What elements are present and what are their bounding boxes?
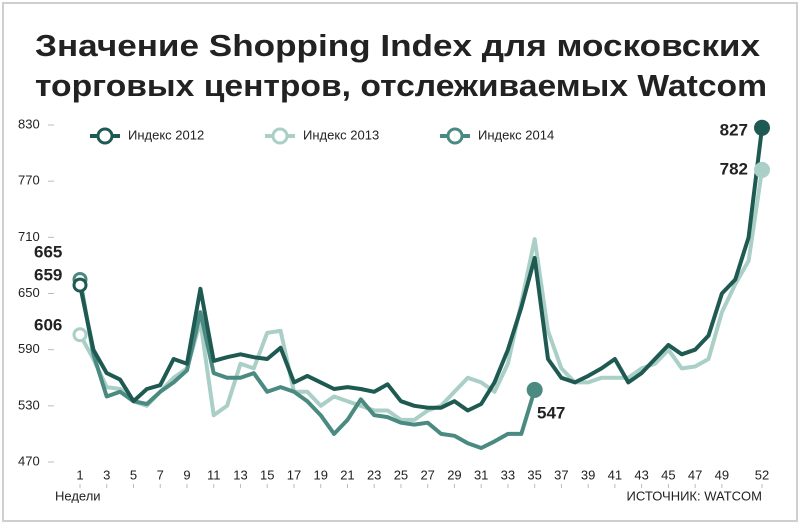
x-tick-label: 39 <box>581 467 595 482</box>
legend-marker <box>271 127 289 145</box>
x-tick-label: 45 <box>661 467 675 482</box>
annotation: 659 <box>34 265 62 284</box>
end-marker <box>754 161 770 178</box>
start-marker <box>72 327 88 343</box>
y-tick-label: 830 <box>18 116 40 131</box>
x-tick-label: 33 <box>501 467 515 482</box>
legend-label: Индекс 2014 <box>478 127 554 142</box>
legend-marker <box>446 127 464 145</box>
x-tick-label: 25 <box>394 467 408 482</box>
source: ИСТОЧНИК: WATCOM <box>627 488 762 503</box>
annotation: 606 <box>34 315 62 334</box>
series-line <box>78 127 764 413</box>
x-tick-label: 31 <box>474 467 488 482</box>
series-line <box>78 279 537 450</box>
annotation: 665 <box>34 242 62 261</box>
y-tick-label: 470 <box>18 453 40 468</box>
y-tick-label: 710 <box>18 229 40 244</box>
x-tick-label: 13 <box>233 467 247 482</box>
x-tick-label: 27 <box>420 467 434 482</box>
end-marker <box>754 119 770 136</box>
x-tick-label: 29 <box>447 467 461 482</box>
x-tick-label: 15 <box>260 467 274 482</box>
legend-marker <box>96 127 114 145</box>
annotation: 782 <box>720 159 748 178</box>
annotation: 547 <box>537 403 565 422</box>
x-tick-label: 21 <box>340 467 354 482</box>
x-tick-label: 41 <box>608 467 622 482</box>
x-tick-label: 9 <box>183 467 190 482</box>
x-tick-label: 3 <box>103 467 110 482</box>
start-marker <box>72 277 88 293</box>
y-tick-label: 650 <box>18 285 40 300</box>
x-tick-label: 23 <box>367 467 381 482</box>
y-tick-label: 770 <box>18 173 40 188</box>
end-marker <box>526 381 543 398</box>
y-tick-label: 590 <box>18 341 40 356</box>
x-tick-label: 7 <box>157 467 164 482</box>
x-tick-label: 49 <box>715 467 729 482</box>
x-tick-label: 35 <box>527 467 541 482</box>
x-tick-label: 47 <box>688 467 702 482</box>
x-tick-label: 5 <box>130 467 137 482</box>
x-tick-label: 19 <box>313 467 327 482</box>
x-tick-label: 1 <box>76 467 83 482</box>
x-tick-label: 17 <box>287 467 301 482</box>
legend-label: Индекс 2013 <box>303 127 379 142</box>
x-tick-label: 52 <box>755 467 769 482</box>
y-tick-label: 530 <box>18 397 40 412</box>
x-axis-label: Недели <box>55 488 101 503</box>
chart-title: торговых центров, отслеживаемых Watcom <box>35 68 767 103</box>
x-tick-label: 43 <box>634 467 648 482</box>
x-tick-label: 11 <box>207 467 221 482</box>
x-tick-label: 37 <box>554 467 568 482</box>
legend-label: Индекс 2012 <box>128 127 204 142</box>
chart-title: Значение Shopping Index для московских <box>35 28 761 63</box>
annotation: 827 <box>720 120 748 139</box>
